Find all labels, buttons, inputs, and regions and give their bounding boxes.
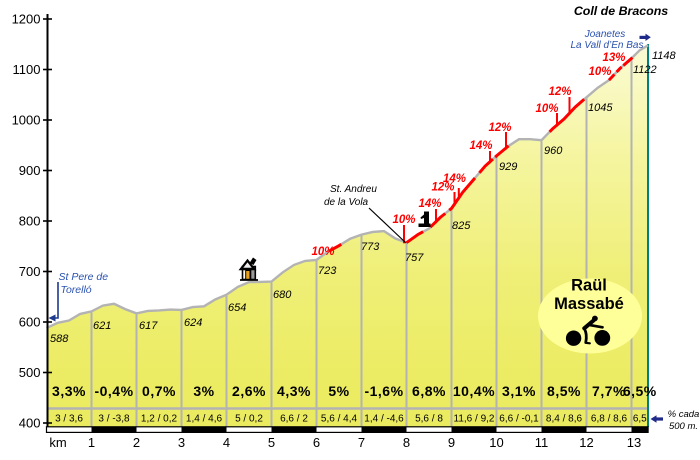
svg-text:6,5: 6,5 — [633, 414, 647, 425]
svg-text:La Vall d’En Bas: La Vall d’En Bas — [570, 40, 643, 51]
svg-text:600: 600 — [19, 315, 41, 330]
svg-text:3: 3 — [178, 435, 185, 450]
svg-text:680: 680 — [273, 289, 292, 301]
svg-text:4,3%: 4,3% — [277, 383, 311, 399]
svg-text:-0,4%: -0,4% — [94, 383, 133, 399]
svg-text:5,6 / 8: 5,6 / 8 — [415, 414, 443, 425]
svg-text:5: 5 — [268, 435, 275, 450]
svg-text:825: 825 — [452, 220, 471, 232]
svg-text:6,8 / 8,6: 6,8 / 8,6 — [591, 414, 628, 425]
svg-text:7,7%: 7,7% — [592, 383, 626, 399]
svg-text:10%: 10% — [311, 246, 334, 258]
svg-text:St Pere de: St Pere de — [59, 271, 109, 283]
svg-text:13%: 13% — [602, 52, 625, 64]
svg-text:9: 9 — [448, 435, 455, 450]
svg-text:5,6 / 4,4: 5,6 / 4,4 — [321, 414, 358, 425]
svg-text:617: 617 — [139, 320, 158, 332]
svg-text:1200: 1200 — [12, 12, 41, 27]
svg-text:10,4%: 10,4% — [453, 383, 495, 399]
svg-text:7: 7 — [358, 435, 365, 450]
svg-text:-1,6%: -1,6% — [364, 383, 403, 399]
svg-text:400: 400 — [19, 416, 41, 431]
svg-text:14%: 14% — [469, 140, 492, 152]
svg-text:8,4 / 8,6: 8,4 / 8,6 — [546, 414, 583, 425]
svg-text:6,5%: 6,5% — [623, 383, 657, 399]
svg-text:1: 1 — [88, 435, 95, 450]
svg-text:0,7%: 0,7% — [142, 383, 176, 399]
svg-text:5 / 0,2: 5 / 0,2 — [235, 414, 263, 425]
svg-text:2,6%: 2,6% — [232, 383, 266, 399]
svg-text:Joanetes: Joanetes — [584, 29, 626, 40]
svg-text:de la Vola: de la Vola — [324, 197, 369, 208]
svg-text:3 / -3,8: 3 / -3,8 — [98, 414, 130, 425]
svg-text:960: 960 — [544, 145, 563, 157]
svg-text:500 m.: 500 m. — [669, 421, 698, 432]
svg-text:1,4 / -4,6: 1,4 / -4,6 — [364, 414, 404, 425]
svg-text:11,6 / 9,2: 11,6 / 9,2 — [454, 414, 495, 425]
svg-text:6,6 / -0,1: 6,6 / -0,1 — [499, 414, 539, 425]
svg-text:1148: 1148 — [652, 50, 677, 62]
svg-text:1,4 / 4,6: 1,4 / 4,6 — [186, 414, 223, 425]
svg-text:12: 12 — [579, 435, 593, 450]
svg-text:624: 624 — [184, 317, 202, 329]
svg-text:757: 757 — [405, 252, 424, 264]
svg-text:14%: 14% — [443, 173, 466, 185]
svg-text:% cada: % cada — [668, 409, 700, 420]
svg-text:5%: 5% — [328, 383, 349, 399]
svg-text:1100: 1100 — [13, 62, 41, 77]
svg-text:12%: 12% — [548, 86, 571, 98]
svg-text:621: 621 — [93, 320, 111, 332]
svg-text:12%: 12% — [488, 122, 511, 134]
svg-text:3 / 3,6: 3 / 3,6 — [55, 414, 83, 425]
svg-text:588: 588 — [50, 333, 69, 345]
svg-text:km: km — [49, 435, 66, 450]
svg-text:10: 10 — [489, 435, 503, 450]
svg-text:13: 13 — [627, 435, 641, 450]
svg-text:723: 723 — [318, 265, 337, 277]
svg-text:929: 929 — [499, 161, 517, 173]
svg-text:3,1%: 3,1% — [502, 383, 536, 399]
svg-text:6,6 / 2: 6,6 / 2 — [280, 414, 308, 425]
svg-text:12%: 12% — [431, 182, 454, 194]
svg-text:500: 500 — [19, 365, 41, 380]
svg-text:654: 654 — [228, 302, 246, 314]
svg-text:700: 700 — [19, 264, 41, 279]
svg-text:10%: 10% — [535, 103, 558, 115]
svg-text:2: 2 — [133, 435, 140, 450]
svg-text:3,3%: 3,3% — [52, 383, 86, 399]
svg-text:14%: 14% — [418, 198, 441, 210]
svg-text:Raül: Raül — [571, 277, 607, 295]
svg-text:10%: 10% — [392, 214, 415, 226]
svg-text:800: 800 — [19, 214, 41, 229]
svg-text:900: 900 — [19, 163, 41, 178]
svg-text:11: 11 — [535, 435, 549, 450]
svg-text:Massabé: Massabé — [554, 295, 624, 313]
svg-text:773: 773 — [361, 241, 380, 253]
svg-text:4: 4 — [223, 435, 230, 450]
svg-text:Coll de Bracons: Coll de Bracons — [574, 4, 668, 18]
svg-text:8,5%: 8,5% — [547, 383, 581, 399]
svg-text:St. Andreu: St. Andreu — [330, 184, 377, 195]
svg-text:8: 8 — [403, 435, 410, 450]
svg-text:6,8%: 6,8% — [412, 383, 446, 399]
svg-text:Torelló: Torelló — [61, 284, 92, 296]
svg-text:10%: 10% — [588, 66, 611, 78]
svg-text:1122: 1122 — [633, 64, 657, 76]
svg-text:1045: 1045 — [588, 102, 613, 114]
svg-text:1,2 / 0,2: 1,2 / 0,2 — [141, 414, 178, 425]
svg-text:1000: 1000 — [12, 113, 41, 128]
svg-text:6: 6 — [313, 435, 320, 450]
svg-text:3%: 3% — [193, 383, 214, 399]
